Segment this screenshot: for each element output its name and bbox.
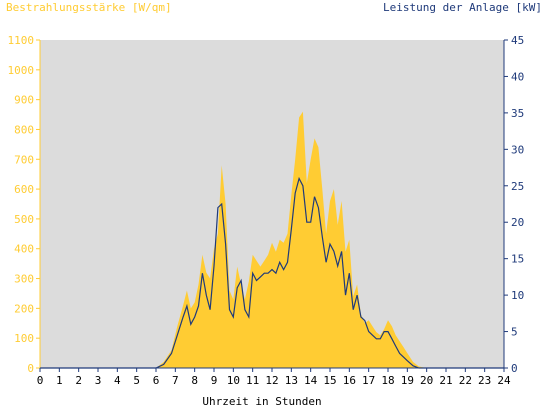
x-tick-label: 13 xyxy=(285,374,298,387)
x-tick-label: 5 xyxy=(133,374,140,387)
left-tick-label: 200 xyxy=(14,302,34,315)
left-tick-label: 1100 xyxy=(8,34,35,47)
x-tick-label: 7 xyxy=(172,374,179,387)
right-tick-label: 25 xyxy=(511,180,524,193)
irradiance-area xyxy=(40,111,504,368)
left-tick-label: 700 xyxy=(14,153,34,166)
x-tick-label: 22 xyxy=(459,374,472,387)
right-tick-label: 15 xyxy=(511,253,524,266)
left-tick-label: 1000 xyxy=(8,64,35,77)
x-tick-label: 10 xyxy=(227,374,240,387)
power-line xyxy=(40,176,504,369)
x-tick-label: 12 xyxy=(265,374,278,387)
x-tick-label: 11 xyxy=(246,374,259,387)
x-tick-label: 2 xyxy=(75,374,82,387)
x-tick-label: 21 xyxy=(439,374,452,387)
x-tick-label: 17 xyxy=(362,374,375,387)
x-tick-label: 24 xyxy=(497,374,511,387)
left-tick-label: 300 xyxy=(14,273,34,286)
x-tick-label: 9 xyxy=(211,374,218,387)
left-tick-label: 0 xyxy=(27,362,34,375)
x-tick-label: 14 xyxy=(304,374,318,387)
left-tick-label: 600 xyxy=(14,183,34,196)
left-tick-label: 900 xyxy=(14,94,34,107)
x-tick-label: 3 xyxy=(95,374,102,387)
left-axis-title: Bestrahlungsstärke [W/qm] xyxy=(6,1,172,14)
x-tick-label: 0 xyxy=(37,374,44,387)
x-tick-label: 4 xyxy=(114,374,121,387)
x-tick-label: 15 xyxy=(323,374,336,387)
right-tick-label: 10 xyxy=(511,289,524,302)
x-tick-label: 20 xyxy=(420,374,433,387)
right-tick-label: 30 xyxy=(511,143,524,156)
right-tick-label: 35 xyxy=(511,107,524,120)
x-tick-label: 1 xyxy=(56,374,63,387)
left-tick-label: 400 xyxy=(14,243,34,256)
right-tick-label: 40 xyxy=(511,70,524,83)
right-tick-label: 0 xyxy=(511,362,518,375)
x-axis-title: Uhrzeit in Stunden xyxy=(202,395,321,408)
x-tick-label: 18 xyxy=(381,374,394,387)
right-tick-label: 45 xyxy=(511,34,524,47)
x-tick-label: 6 xyxy=(153,374,160,387)
x-tick-label: 19 xyxy=(401,374,414,387)
x-tick-label: 23 xyxy=(478,374,491,387)
x-tick-label: 8 xyxy=(191,374,198,387)
tick-labels: 0100200300400500600700800900100011000510… xyxy=(8,34,525,387)
left-tick-label: 100 xyxy=(14,332,34,345)
right-tick-label: 20 xyxy=(511,216,524,229)
left-tick-label: 500 xyxy=(14,213,34,226)
x-tick-label: 16 xyxy=(343,374,356,387)
right-axis-title: Leistung der Anlage [kW] xyxy=(383,1,542,14)
left-tick-label: 800 xyxy=(14,123,34,136)
series-layer xyxy=(40,111,504,369)
right-tick-label: 5 xyxy=(511,326,518,339)
